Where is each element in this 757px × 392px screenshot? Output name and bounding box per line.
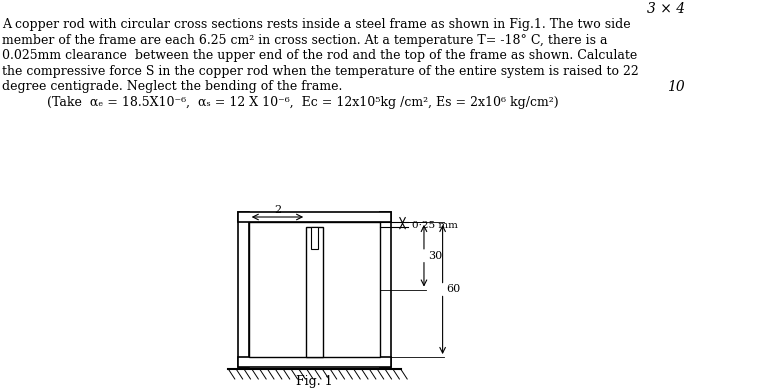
Text: 3 × 4: 3 × 4 bbox=[646, 2, 685, 16]
Bar bbox=[238, 357, 391, 367]
Bar bbox=[380, 212, 391, 367]
Bar bbox=[249, 222, 380, 357]
Text: 0.025mm clearance  between the upper end of the rod and the top of the frame as : 0.025mm clearance between the upper end … bbox=[2, 49, 637, 62]
Text: 2: 2 bbox=[274, 205, 281, 215]
Text: member of the frame are each 6.25 cm² in cross section. At a temperature T= -18°: member of the frame are each 6.25 cm² in… bbox=[2, 33, 607, 47]
Text: 0·25 mm: 0·25 mm bbox=[412, 221, 458, 230]
Text: 10: 10 bbox=[667, 80, 685, 94]
Text: 30: 30 bbox=[428, 251, 442, 261]
Text: Fig. 1: Fig. 1 bbox=[296, 375, 333, 388]
Bar bbox=[238, 212, 391, 222]
Bar bbox=[238, 212, 249, 367]
Text: 60: 60 bbox=[447, 285, 460, 294]
Text: 2·5: 2·5 bbox=[269, 294, 286, 304]
Text: A copper rod with circular cross sections rests inside a steel frame as shown in: A copper rod with circular cross section… bbox=[2, 18, 631, 31]
Text: the compressive force S in the copper rod when the temperature of the entire sys: the compressive force S in the copper ro… bbox=[2, 65, 639, 78]
Bar bbox=[311, 227, 318, 249]
Text: (Take  αₑ = 18.5X10⁻⁶,  αₛ = 12 X 10⁻⁶,  Ec = 12x10⁵kg /cm², Es = 2x10⁶ kg/cm²): (Take αₑ = 18.5X10⁻⁶, αₛ = 12 X 10⁻⁶, Ec… bbox=[47, 96, 558, 109]
Bar bbox=[306, 227, 323, 357]
Text: degree centigrade. Neglect the bending of the frame.: degree centigrade. Neglect the bending o… bbox=[2, 80, 342, 93]
